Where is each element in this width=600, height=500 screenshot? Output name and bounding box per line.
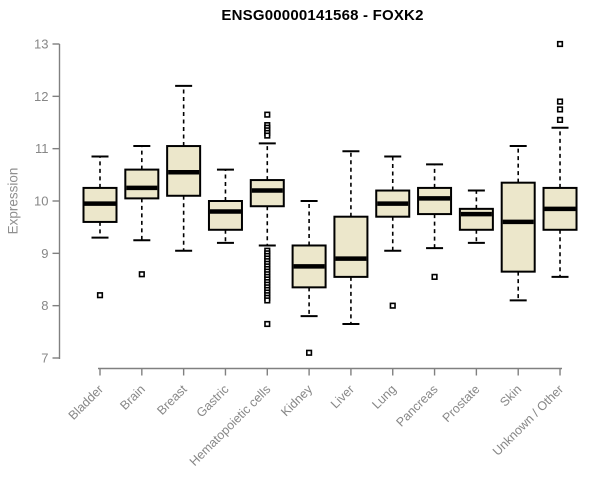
x-tick-label-lung: Lung bbox=[369, 382, 399, 412]
y-tick-label: 9 bbox=[41, 246, 48, 261]
y-tick-label: 12 bbox=[34, 89, 48, 104]
outlier-kidney bbox=[305, 349, 313, 356]
box-hematopoietic-cells bbox=[249, 179, 285, 208]
y-tick-label: 11 bbox=[35, 141, 49, 156]
outlier-brain bbox=[138, 271, 145, 278]
box-brain bbox=[124, 168, 160, 200]
x-tick-label-gastric: Gastric bbox=[194, 382, 232, 420]
x-tick-label-bladder: Bladder bbox=[66, 382, 106, 422]
outlier-bladder bbox=[96, 292, 104, 299]
outlier-lung bbox=[389, 302, 396, 309]
box-liver bbox=[333, 215, 369, 278]
y-tick-label: 13 bbox=[34, 37, 48, 52]
outlier-hematopoietic-cells bbox=[264, 111, 271, 118]
outlier-unknown-other bbox=[556, 40, 564, 48]
outlier-hematopoietic-cells bbox=[264, 132, 271, 139]
box-skin bbox=[500, 181, 536, 273]
outlier-unknown-other bbox=[556, 98, 564, 105]
outlier-pancreas bbox=[431, 273, 438, 280]
x-tick-label-pancreas: Pancreas bbox=[393, 382, 440, 429]
y-tick-label: 7 bbox=[41, 351, 48, 366]
x-tick-label-kidney: Kidney bbox=[278, 382, 315, 419]
x-tick-label-unknown-other: Unknown / Other bbox=[490, 382, 566, 458]
outlier-hematopoietic-cells bbox=[264, 320, 271, 328]
x-tick-label-prostate: Prostate bbox=[440, 382, 483, 425]
box-pancreas bbox=[417, 186, 453, 216]
x-tick-label-brain: Brain bbox=[117, 382, 148, 413]
outlier-unknown-other bbox=[556, 116, 564, 123]
y-tick-label: 10 bbox=[34, 194, 48, 209]
x-tick-label-liver: Liver bbox=[328, 382, 357, 411]
outlier-unknown-other bbox=[556, 106, 564, 113]
x-tick-label-breast: Breast bbox=[154, 382, 190, 418]
x-tick-label-hematopoietic-cells: Hematopoietic cells bbox=[187, 382, 274, 469]
chart-title: ENSG00000141568 - FOXK2 bbox=[221, 7, 424, 24]
box-gastric bbox=[207, 200, 243, 231]
x-tick-label-skin: Skin bbox=[497, 382, 524, 409]
y-tick-label: 8 bbox=[41, 298, 48, 313]
outlier-hematopoietic-cells bbox=[264, 297, 271, 304]
